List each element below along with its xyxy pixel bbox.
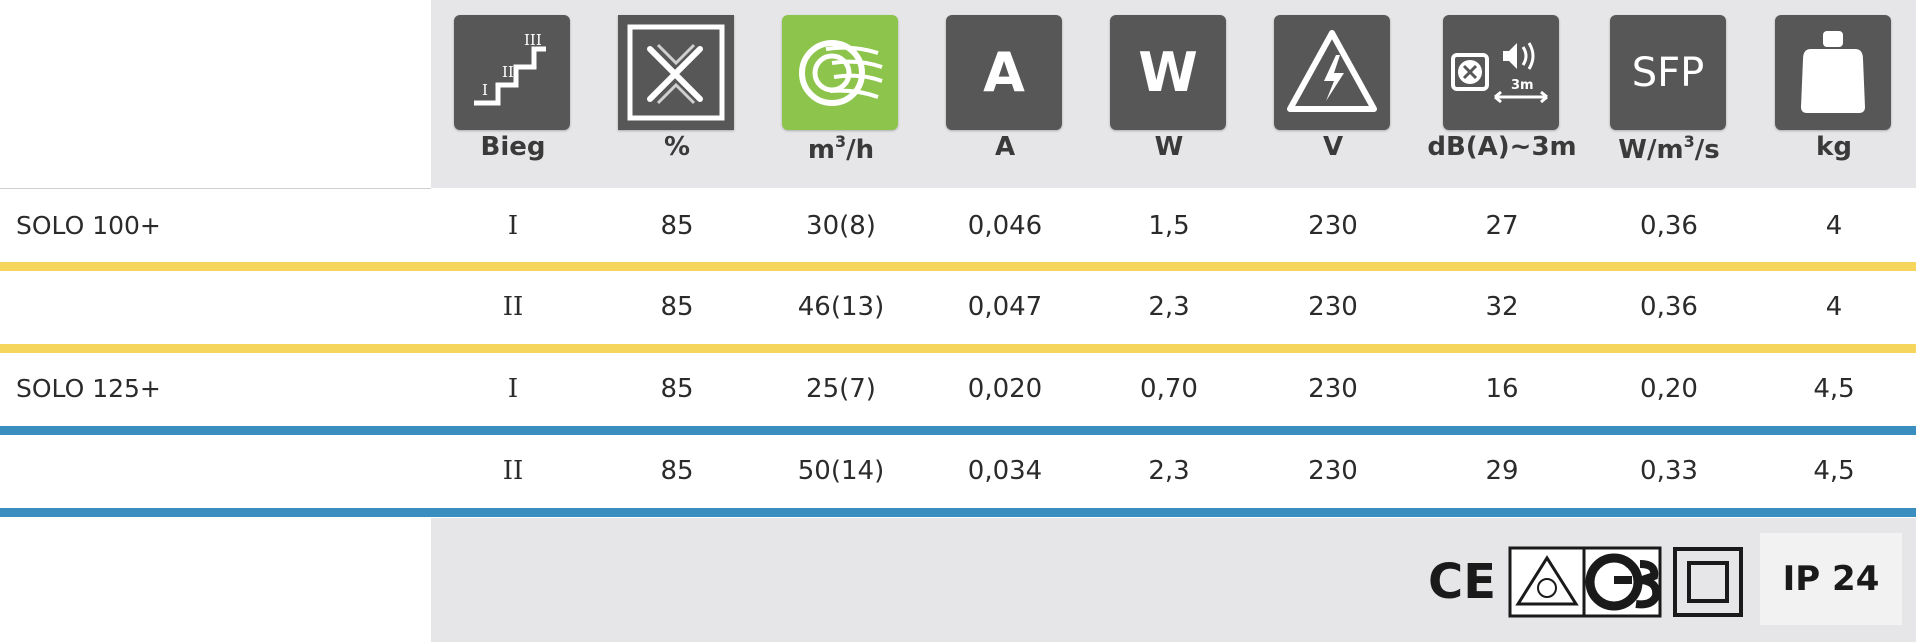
table-row: SOLO 125+ I 85 25(7) 0,020 0,70 230 16 0… xyxy=(0,353,1916,425)
cell-weight: 4 xyxy=(1825,292,1843,322)
sfp-icon: SFP xyxy=(1610,15,1726,130)
cell-current: 0,034 xyxy=(967,456,1043,486)
svg-text:3m: 3m xyxy=(1511,78,1534,93)
cell-power: 0,70 xyxy=(1140,374,1198,404)
column-label-weight: kg xyxy=(1816,132,1852,162)
cell-sfp: 0,36 xyxy=(1640,211,1698,241)
cell-speed: I xyxy=(507,211,519,241)
certifications-bar xyxy=(431,518,1916,642)
column-header-voltage: V xyxy=(1251,0,1415,188)
column-label-current: A xyxy=(994,132,1016,162)
column-label-noise: dB(A)~3m xyxy=(1427,132,1577,162)
ip-rating-badge: IP 24 xyxy=(1760,533,1902,625)
header-divider xyxy=(0,188,431,189)
cell-speed: II xyxy=(502,456,524,486)
tested-safety-mark-icon xyxy=(1508,546,1662,622)
cell-current: 0,047 xyxy=(967,292,1043,322)
column-header-power: W W xyxy=(1087,0,1251,188)
airflow-icon xyxy=(782,15,898,130)
cell-speed: II xyxy=(502,292,524,322)
cell-sfp: 0,20 xyxy=(1640,374,1698,404)
ce-mark-icon: CE xyxy=(1428,550,1496,614)
column-label-sfp: W/m3/s xyxy=(1618,132,1720,165)
column-header-weight: kg xyxy=(1752,0,1916,188)
cell-noise: 27 xyxy=(1485,211,1519,241)
cell-weight: 4 xyxy=(1825,211,1843,241)
cell-efficiency: 85 xyxy=(660,456,694,486)
model-name: SOLO 125+ xyxy=(16,374,161,403)
cell-power: 2,3 xyxy=(1148,292,1190,322)
column-label-speed: Bieg xyxy=(480,132,546,162)
column-header-efficiency: % xyxy=(595,0,759,188)
power-icon: W xyxy=(1110,15,1226,130)
svg-text:CE: CE xyxy=(1428,554,1494,610)
cell-power: 2,3 xyxy=(1148,456,1190,486)
cell-voltage: 230 xyxy=(1308,211,1358,241)
cell-weight: 4,5 xyxy=(1813,374,1855,404)
column-label-power: W xyxy=(1154,132,1184,162)
table-row: II 85 50(14) 0,034 2,3 230 29 0,33 4,5 xyxy=(0,435,1916,507)
cell-efficiency: 85 xyxy=(660,211,694,241)
row-divider-yellow xyxy=(0,344,1916,353)
double-insulation-icon xyxy=(1672,546,1744,622)
column-label-efficiency: % xyxy=(663,132,691,162)
current-icon: A xyxy=(946,15,1062,130)
cell-airflow: 25(7) xyxy=(806,374,876,404)
speed-steps-icon: I II III xyxy=(454,15,570,130)
row-divider-yellow xyxy=(0,262,1916,271)
cell-weight: 4,5 xyxy=(1813,456,1855,486)
cell-airflow: 46(13) xyxy=(797,292,885,322)
column-header-sfp: SFP W/m3/s xyxy=(1587,0,1751,188)
cell-voltage: 230 xyxy=(1308,292,1358,322)
high-voltage-icon xyxy=(1274,15,1390,130)
column-header-current: A A xyxy=(923,0,1087,188)
cell-airflow: 50(14) xyxy=(797,456,885,486)
cell-noise: 32 xyxy=(1485,292,1519,322)
cell-airflow: 30(8) xyxy=(806,211,876,241)
svg-text:III: III xyxy=(524,31,542,49)
cell-speed: I xyxy=(507,374,519,404)
cell-noise: 29 xyxy=(1485,456,1519,486)
row-divider-blue xyxy=(0,426,1916,435)
cell-power: 1,5 xyxy=(1148,211,1190,241)
cell-voltage: 230 xyxy=(1308,456,1358,486)
weight-icon xyxy=(1775,15,1891,130)
cell-noise: 16 xyxy=(1485,374,1519,404)
heat-recovery-icon xyxy=(618,15,734,130)
table-row: SOLO 100+ I 85 30(8) 0,046 1,5 230 27 0,… xyxy=(0,190,1916,262)
column-header-speed: I II III Bieg xyxy=(431,0,595,188)
cell-current: 0,020 xyxy=(967,374,1043,404)
cell-current: 0,046 xyxy=(967,211,1043,241)
column-label-voltage: V xyxy=(1322,132,1344,162)
table-row: II 85 46(13) 0,047 2,3 230 32 0,36 4 xyxy=(0,271,1916,343)
cell-voltage: 230 xyxy=(1308,374,1358,404)
cell-sfp: 0,36 xyxy=(1640,292,1698,322)
model-name: SOLO 100+ xyxy=(16,211,161,240)
column-label-airflow: m3/h xyxy=(807,132,875,165)
column-header-airflow: m3/h xyxy=(759,0,923,188)
cell-efficiency: 85 xyxy=(660,292,694,322)
cell-efficiency: 85 xyxy=(660,374,694,404)
column-header-noise: 3m dB(A)~3m xyxy=(1420,0,1584,188)
cell-sfp: 0,33 xyxy=(1640,456,1698,486)
row-divider-blue xyxy=(0,508,1916,517)
noise-icon: 3m xyxy=(1443,15,1559,130)
svg-text:I: I xyxy=(482,81,488,99)
svg-text:II: II xyxy=(502,63,514,81)
